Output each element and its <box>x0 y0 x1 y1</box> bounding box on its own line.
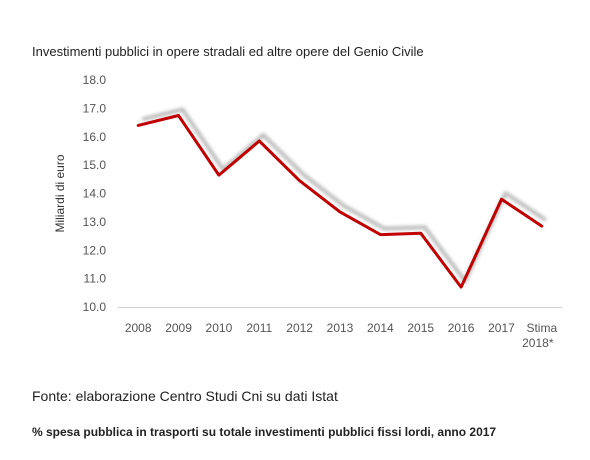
x-tick-label: 2014 <box>367 321 394 335</box>
y-tick-label: 13.0 <box>83 215 107 229</box>
series-shadow <box>141 107 547 284</box>
x-tick-label: 2016 <box>448 321 475 335</box>
line-chart: 10.0 11.0 12.0 13.0 14.0 15.0 16.0 17.0 18.0 200… <box>53 73 562 350</box>
y-tick-label: 11.0 <box>84 272 107 286</box>
y-tick-label: 15.0 <box>83 158 107 172</box>
x-tick-label: Stima 2018* <box>522 321 557 350</box>
footer-note: % spesa pubblica in trasporti su totale … <box>32 425 497 439</box>
x-tick-label: 2009 <box>165 321 192 335</box>
y-tick-label: 14.0 <box>83 187 107 201</box>
y-tick-label: 18.0 <box>83 73 107 87</box>
x-tick-label: 2013 <box>327 321 354 335</box>
series-line <box>136 114 544 289</box>
y-axis-label: Miliardi di euro <box>53 154 67 232</box>
y-tick-label: 16.0 <box>83 130 107 144</box>
chart-title: Investimenti pubblici in opere stradali … <box>32 44 424 59</box>
y-tick-label: 10.0 <box>83 300 107 314</box>
y-tick-label: 12.0 <box>83 243 107 257</box>
x-tick-label: 2012 <box>286 321 313 335</box>
x-tick-label: 2017 <box>488 321 515 335</box>
x-tick-label: 2008 <box>125 321 152 335</box>
x-tick-label: 2011 <box>246 321 272 335</box>
y-tick-labels: 10.0 11.0 12.0 13.0 14.0 15.0 16.0 17.0 18.0 <box>83 73 107 314</box>
x-tick-label: 2015 <box>407 321 434 335</box>
x-tick-labels: 2008 2009 2010 2011 2012 2013 2014 2015 2016 2017… <box>125 321 558 350</box>
source-note: Fonte: elaborazione Centro Studi Cni su … <box>32 388 338 404</box>
x-tick-label: 2010 <box>206 321 233 335</box>
y-tick-label: 17.0 <box>83 101 107 115</box>
